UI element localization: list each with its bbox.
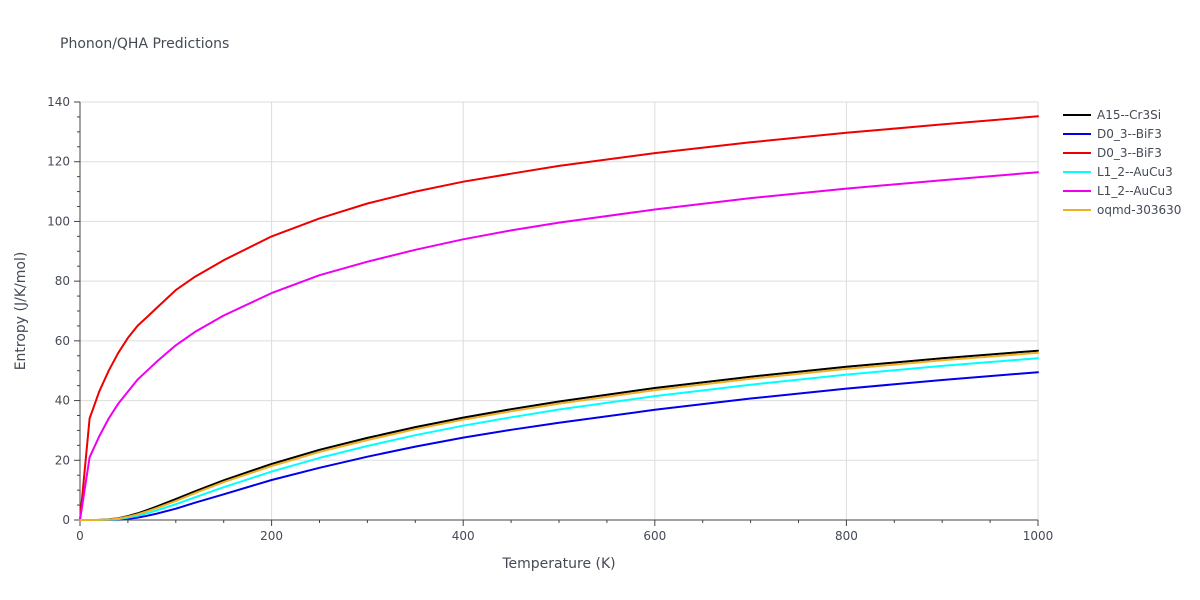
y-tick-labels: 0 20 40 60 80 100 120 140 — [47, 95, 70, 527]
series-lines — [79, 115, 1039, 521]
x-tick-label: 200 — [260, 529, 283, 543]
y-tick-label: 0 — [62, 513, 70, 527]
series-line-4 — [79, 171, 1039, 521]
y-axis-title: Entropy (J/K/mol) — [13, 252, 29, 371]
series-line-1 — [79, 371, 1039, 521]
axes — [74, 101, 1039, 526]
x-tick-label: 0 — [76, 529, 84, 543]
x-tick-label: 800 — [835, 529, 858, 543]
y-tick-label: 40 — [55, 394, 70, 408]
x-tick-labels: 0 200 400 600 800 1000 — [76, 529, 1053, 543]
series-line-2 — [79, 115, 1039, 521]
x-tick-label: 1000 — [1023, 529, 1054, 543]
y-tick-label: 60 — [55, 334, 70, 348]
grid-lines — [80, 101, 1039, 520]
y-tick-label: 100 — [47, 214, 70, 228]
legend-label: L1_2--AuCu3 — [1097, 184, 1173, 198]
legend-label: oqmd-303630 — [1097, 203, 1181, 217]
x-tick-label: 600 — [643, 529, 666, 543]
y-tick-label: 120 — [47, 155, 70, 169]
y-tick-label: 140 — [47, 95, 70, 109]
series-line-3 — [79, 357, 1039, 521]
legend: A15--Cr3Si D0_3--BiF3 D0_3--BiF3 L1_2--AuCu… — [1063, 108, 1181, 217]
y-tick-label: 80 — [55, 274, 70, 288]
legend-label: D0_3--BiF3 — [1097, 146, 1162, 160]
x-tick-label: 400 — [452, 529, 475, 543]
x-axis-title: Temperature (K) — [501, 556, 615, 572]
legend-label: L1_2--AuCu3 — [1097, 165, 1173, 179]
series-line-5 — [79, 351, 1039, 521]
legend-label: A15--Cr3Si — [1097, 108, 1161, 122]
chart-title: Phonon/QHA Predictions — [60, 36, 230, 52]
legend-label: D0_3--BiF3 — [1097, 127, 1162, 141]
y-tick-label: 20 — [55, 453, 70, 467]
